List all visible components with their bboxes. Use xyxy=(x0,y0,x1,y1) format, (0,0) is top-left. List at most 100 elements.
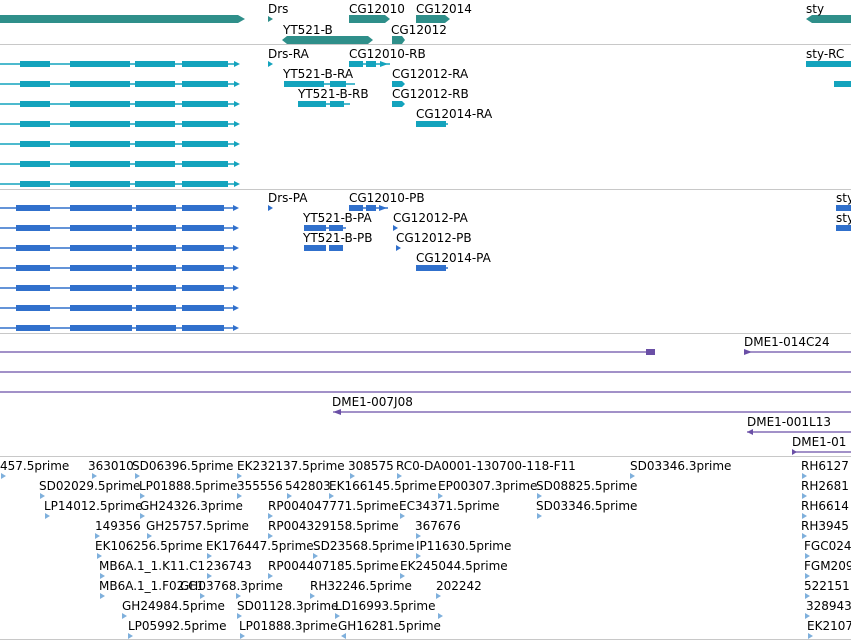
est-label[interactable]: GH25757.5prime xyxy=(146,519,249,533)
est-label[interactable]: 522151 xyxy=(804,579,850,593)
protein-label-cg12012-pb[interactable]: CG12012-PB xyxy=(396,231,472,245)
est-label[interactable]: FGM209 xyxy=(804,559,851,573)
est-label[interactable]: RP004047771.5prime xyxy=(268,499,399,513)
protein-label-sty-2[interactable]: sty xyxy=(836,211,851,225)
clone-label-dme1-01[interactable]: DME1-01 xyxy=(792,435,847,449)
protein-row xyxy=(0,205,239,211)
est-label[interactable]: EK2107 xyxy=(807,619,851,633)
gene-label-drs[interactable]: Drs xyxy=(268,2,289,16)
transcript-row xyxy=(0,181,240,187)
est-label[interactable]: LP14012.5prime xyxy=(44,499,143,513)
est-label[interactable]: IP11630.5prime xyxy=(416,539,512,553)
transcript-label-cg12012-rb[interactable]: CG12012-RB xyxy=(392,87,469,101)
transcript-label-cg12010-rb[interactable]: CG12010-RB xyxy=(349,47,426,61)
est-label[interactable]: EC34371.5prime xyxy=(399,499,500,513)
est-label[interactable]: LP05992.5prime xyxy=(128,619,227,633)
gene-label-yt521b[interactable]: YT521-B xyxy=(283,23,333,37)
protein-label-cg12010-pb[interactable]: CG12010-PB xyxy=(349,191,425,205)
est-label[interactable]: RH3945 xyxy=(801,519,849,533)
est-label[interactable]: GH24984.5prime xyxy=(122,599,225,613)
est-label[interactable]: SD02029.5prime xyxy=(39,479,141,493)
est-label[interactable]: SD23568.5prime xyxy=(313,539,415,553)
est-label[interactable]: RP004407185.5prime xyxy=(268,559,399,573)
est-label[interactable]: EK166145.5prime xyxy=(329,479,437,493)
clone-label-dme1-014c24[interactable]: DME1-014C24 xyxy=(744,335,830,349)
est-label[interactable]: SD01128.3prime xyxy=(237,599,339,613)
est-label[interactable]: SD06396.5prime xyxy=(132,459,234,473)
protein-sty-1 xyxy=(836,205,851,211)
transcript-label-drs-ra[interactable]: Drs-RA xyxy=(268,47,309,61)
transcript-label-yt521b-rb[interactable]: YT521-B-RB xyxy=(298,87,369,101)
est-label[interactable]: RP004329158.5prime xyxy=(268,519,399,533)
est-label[interactable]: LP01888.3prime xyxy=(239,619,338,633)
est-label[interactable]: SD08825.5prime xyxy=(536,479,638,493)
track-divider xyxy=(0,333,851,334)
est-label[interactable]: 149356 xyxy=(95,519,141,533)
transcript-yt521b-ra xyxy=(284,81,355,87)
clone-label-dme1-001l13[interactable]: DME1-001L13 xyxy=(747,415,831,429)
gene-label-cg12012[interactable]: CG12012 xyxy=(391,23,447,37)
transcript-row xyxy=(0,101,240,107)
transcript-drs-ra xyxy=(268,61,273,67)
transcript-label-cg12012-ra[interactable]: CG12012-RA xyxy=(392,67,469,81)
gene-label-cg12010[interactable]: CG12010 xyxy=(349,2,405,16)
est-label[interactable]: RH32246.5prime xyxy=(310,579,412,593)
clone-track-glyphs xyxy=(0,349,851,455)
est-label[interactable]: EP00307.3prime xyxy=(438,479,538,493)
est-label[interactable]: EK245044.5prime xyxy=(400,559,508,573)
gene-label-cg12014[interactable]: CG12014 xyxy=(416,2,472,16)
est-label[interactable]: SD03346.5prime xyxy=(536,499,638,513)
est-label[interactable]: 542803 xyxy=(285,479,331,493)
protein-label-cg12014-pa[interactable]: CG12014-PA xyxy=(416,251,491,265)
track-divider xyxy=(0,639,851,640)
protein-label-sty-1[interactable]: sty xyxy=(836,191,851,205)
est-label[interactable]: EK106256.5prime xyxy=(95,539,203,553)
est-label[interactable]: GH24326.3prime xyxy=(140,499,243,513)
est-track-glyphs xyxy=(1,473,813,639)
est-label[interactable]: RC0-DA0001-130700-118-F11 xyxy=(396,459,576,473)
clone-label-dme1-007j08[interactable]: DME1-007J08 xyxy=(332,395,413,409)
est-label[interactable]: GH16281.5prime xyxy=(338,619,441,633)
protein-label-yt521b-pa[interactable]: YT521-B-PA xyxy=(303,211,372,225)
est-label[interactable]: LP01888.5prime xyxy=(139,479,238,493)
est-label[interactable]: LD16993.5prime xyxy=(335,599,436,613)
est-label[interactable]: MB6A.1_1.F02.C1 xyxy=(99,579,205,593)
transcript-track-glyphs xyxy=(0,61,851,187)
est-label[interactable]: 328943 xyxy=(806,599,851,613)
est-label[interactable]: GH03768.3prime xyxy=(180,579,283,593)
est-label[interactable]: 457.5prime xyxy=(0,459,70,473)
transcript-label-sty-rc[interactable]: sty-RC xyxy=(806,47,845,61)
gene-feature-cg12010 xyxy=(349,15,390,23)
est-label[interactable]: SD03346.3prime xyxy=(630,459,732,473)
est-label[interactable]: 367676 xyxy=(415,519,461,533)
est-label[interactable]: MB6A.1_1.K11.C1 xyxy=(99,559,206,573)
est-label[interactable]: 202242 xyxy=(436,579,482,593)
protein-label-cg12012-pa[interactable]: CG12012-PA xyxy=(393,211,468,225)
est-label[interactable]: RH2681 xyxy=(801,479,849,493)
protein-cg12012-pb xyxy=(396,245,401,251)
protein-cg12010-pb xyxy=(349,205,388,211)
transcript-yt521b-rb xyxy=(298,101,350,107)
protein-track-glyphs xyxy=(0,205,851,331)
est-label[interactable]: 355556 xyxy=(237,479,283,493)
gene-feature-yt521b xyxy=(282,36,373,44)
est-label[interactable]: EK176447.5prime xyxy=(206,539,314,553)
transcript-label-cg12014-ra[interactable]: CG12014-RA xyxy=(416,107,493,121)
est-label[interactable]: EK232137.5prime xyxy=(237,459,345,473)
est-label[interactable]: RH6127 xyxy=(801,459,849,473)
gene-label-sty[interactable]: sty xyxy=(806,2,825,16)
est-label[interactable]: RH6614 xyxy=(801,499,849,513)
gene-feature-drs xyxy=(268,16,273,22)
est-label[interactable]: 236743 xyxy=(206,559,252,573)
transcript-row xyxy=(0,141,240,147)
protein-label-drs-pa[interactable]: Drs-PA xyxy=(268,191,308,205)
protein-sty-2 xyxy=(836,225,851,231)
protein-label-yt521b-pb[interactable]: YT521-B-PB xyxy=(303,231,373,245)
transcript-cg12014-ra xyxy=(416,121,448,127)
transcript-label-yt521b-ra[interactable]: YT521-B-RA xyxy=(283,67,354,81)
est-label[interactable]: 308575 xyxy=(348,459,394,473)
est-label[interactable]: FGC024 xyxy=(804,539,851,553)
protein-row xyxy=(0,285,239,291)
est-label[interactable]: 363010 xyxy=(88,459,134,473)
